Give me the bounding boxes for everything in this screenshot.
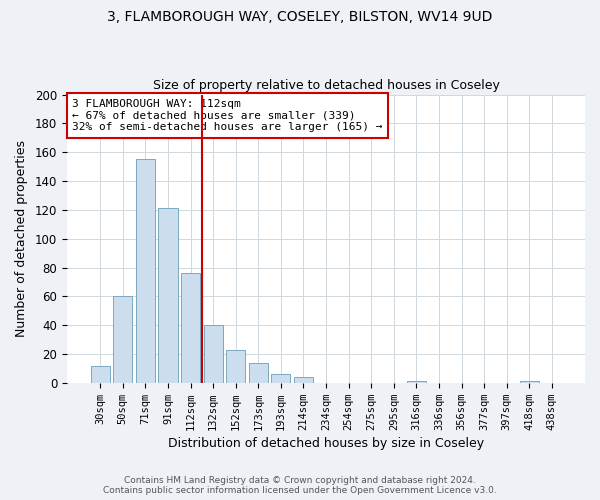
Bar <box>136 160 155 383</box>
X-axis label: Distribution of detached houses by size in Coseley: Distribution of detached houses by size … <box>168 437 484 450</box>
Bar <box>271 374 290 383</box>
Bar <box>226 350 245 383</box>
Text: 3 FLAMBOROUGH WAY: 112sqm
← 67% of detached houses are smaller (339)
32% of semi: 3 FLAMBOROUGH WAY: 112sqm ← 67% of detac… <box>72 99 383 132</box>
Bar <box>181 274 200 383</box>
Text: Contains HM Land Registry data © Crown copyright and database right 2024.
Contai: Contains HM Land Registry data © Crown c… <box>103 476 497 495</box>
Bar <box>203 325 223 383</box>
Y-axis label: Number of detached properties: Number of detached properties <box>15 140 28 337</box>
Bar <box>113 296 133 383</box>
Bar <box>158 208 178 383</box>
Text: 3, FLAMBOROUGH WAY, COSELEY, BILSTON, WV14 9UD: 3, FLAMBOROUGH WAY, COSELEY, BILSTON, WV… <box>107 10 493 24</box>
Bar <box>407 382 426 383</box>
Bar <box>294 377 313 383</box>
Bar <box>520 382 539 383</box>
Title: Size of property relative to detached houses in Coseley: Size of property relative to detached ho… <box>152 79 499 92</box>
Bar <box>91 366 110 383</box>
Bar <box>248 362 268 383</box>
